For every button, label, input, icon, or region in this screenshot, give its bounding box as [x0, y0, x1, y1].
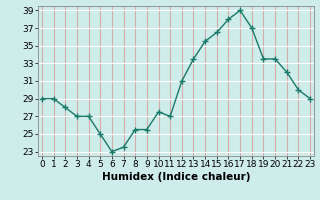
X-axis label: Humidex (Indice chaleur): Humidex (Indice chaleur)	[102, 172, 250, 182]
